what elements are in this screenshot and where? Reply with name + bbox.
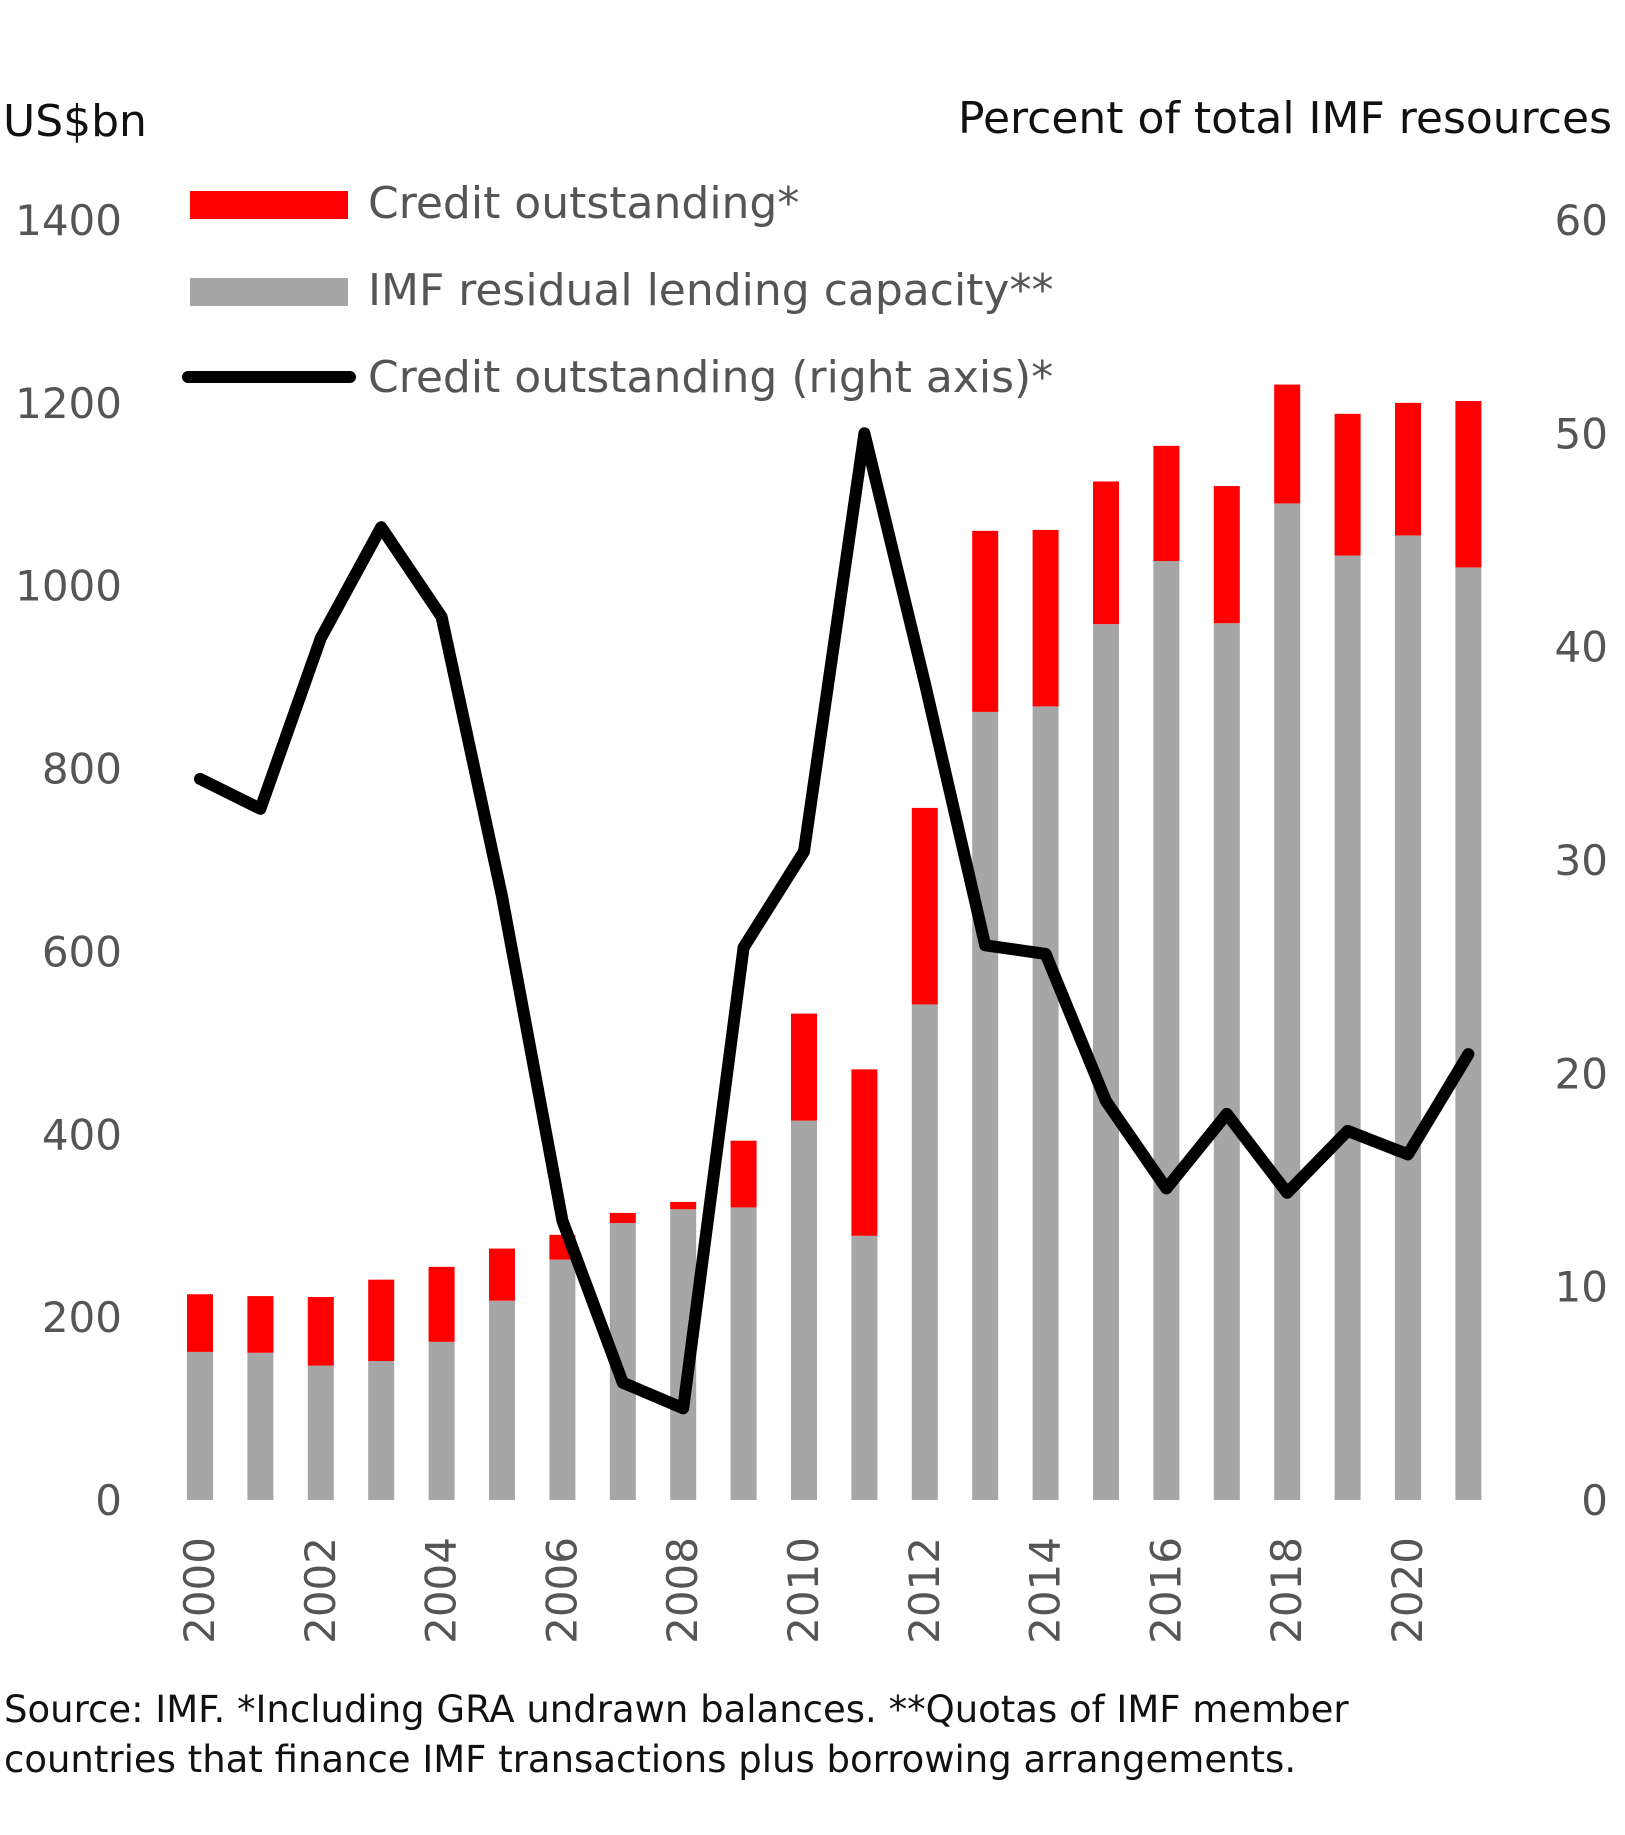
left-tick-label: 1400 — [15, 196, 122, 245]
bar-capacity — [791, 1120, 817, 1500]
left-tick-label: 1000 — [15, 562, 122, 611]
right-tick-label: 10 — [1555, 1263, 1608, 1312]
bar-credit — [911, 807, 938, 1005]
bar-credit — [307, 1297, 334, 1366]
bar-credit — [791, 1013, 817, 1121]
legend: Credit outstanding* IMF residual lending… — [182, 178, 1053, 403]
x-tick-label: 2014 — [1021, 1537, 1070, 1644]
source-note-line-1: Source: IMF. *Including GRA undrawn bala… — [4, 1688, 1349, 1731]
bar-credit — [670, 1201, 697, 1210]
bar-credit — [1395, 402, 1421, 536]
legend-label-line: Credit outstanding (right axis)* — [368, 352, 1053, 403]
bar-capacity — [428, 1341, 455, 1500]
x-tick-label: 2006 — [537, 1537, 586, 1644]
bar-credit — [851, 1069, 878, 1236]
left-tick-label: 200 — [42, 1293, 122, 1342]
bar-credit — [972, 530, 999, 712]
right-tick-label: 30 — [1555, 836, 1608, 885]
bar-credit — [1455, 401, 1482, 568]
bar-capacity — [1032, 706, 1059, 1500]
bar-capacity — [368, 1361, 395, 1500]
source-note: Source: IMF. *Including GRA undrawn bala… — [4, 1685, 1604, 1785]
x-tick-label: 2012 — [900, 1537, 949, 1644]
bar-credit — [1213, 486, 1240, 624]
bar-credit — [247, 1296, 274, 1353]
right-tick-label: 20 — [1555, 1049, 1608, 1098]
bar-capacity — [549, 1259, 576, 1500]
right-tick-label: 60 — [1555, 196, 1608, 245]
bar-capacity — [489, 1300, 515, 1500]
x-tick-label: 2016 — [1141, 1537, 1190, 1644]
x-tick-label: 2002 — [296, 1537, 345, 1644]
x-axis-ticks: 2000 2002 2004 2006 2008 2010 2012 2014 2016 2018… — [175, 1537, 1432, 1644]
legend-swatch-capacity — [190, 278, 348, 306]
left-tick-label: 0 — [95, 1476, 122, 1525]
bar-credit — [1093, 481, 1119, 625]
chart: US$bn Percent of total IMF resources 0 20… — [3, 93, 1612, 1644]
bar-capacity — [1213, 623, 1240, 1500]
bar-capacity — [1395, 535, 1421, 1500]
bar-credit — [187, 1294, 213, 1352]
bar-credit — [1153, 445, 1180, 562]
x-tick-label: 2008 — [658, 1537, 707, 1644]
bars — [187, 384, 1482, 1500]
left-tick-label: 600 — [42, 927, 122, 976]
right-tick-label: 50 — [1555, 409, 1608, 458]
bar-capacity — [307, 1365, 334, 1500]
legend-swatch-credit — [190, 191, 348, 219]
bar-capacity — [1153, 561, 1180, 1500]
left-axis-label: US$bn — [3, 96, 147, 147]
right-axis-label: Percent of total IMF resources — [958, 93, 1612, 144]
left-axis-ticks: 0 200 400 600 800 1000 1200 1400 — [15, 196, 122, 1525]
bar-capacity — [1334, 555, 1361, 1500]
bar-capacity — [1274, 503, 1301, 1500]
bar-credit — [1274, 384, 1301, 504]
right-tick-label: 40 — [1555, 623, 1608, 672]
bar-credit — [609, 1212, 636, 1223]
x-tick-label: 2004 — [417, 1537, 466, 1644]
bar-credit — [368, 1279, 395, 1362]
bar-credit — [428, 1266, 455, 1342]
bar-capacity — [187, 1351, 213, 1500]
bar-capacity — [1455, 567, 1482, 1500]
bar-credit — [1032, 529, 1059, 707]
legend-label-credit: Credit outstanding* — [368, 178, 799, 229]
right-axis-ticks: 0 10 20 30 40 50 60 — [1555, 196, 1608, 1525]
left-tick-label: 800 — [42, 745, 122, 794]
bar-credit — [489, 1248, 515, 1301]
left-tick-label: 1200 — [15, 379, 122, 428]
bar-capacity — [851, 1235, 878, 1500]
x-tick-label: 2020 — [1383, 1537, 1432, 1644]
source-note-line-2: countries that finance IMF transactions … — [4, 1738, 1297, 1781]
bar-capacity — [911, 1004, 938, 1500]
x-tick-label: 2010 — [779, 1537, 828, 1644]
legend-label-capacity: IMF residual lending capacity** — [368, 265, 1053, 316]
x-tick-label: 2000 — [175, 1537, 224, 1644]
credit-outstanding-line — [194, 427, 1475, 1415]
bar-credit — [730, 1140, 757, 1208]
bar-capacity — [247, 1352, 274, 1500]
bar-credit — [1334, 413, 1361, 556]
left-tick-label: 400 — [42, 1110, 122, 1159]
bar-capacity — [972, 711, 999, 1500]
bar-capacity — [730, 1207, 757, 1500]
bar-capacity — [1093, 624, 1119, 1500]
x-tick-label: 2018 — [1262, 1537, 1311, 1644]
right-tick-label: 0 — [1581, 1476, 1608, 1525]
